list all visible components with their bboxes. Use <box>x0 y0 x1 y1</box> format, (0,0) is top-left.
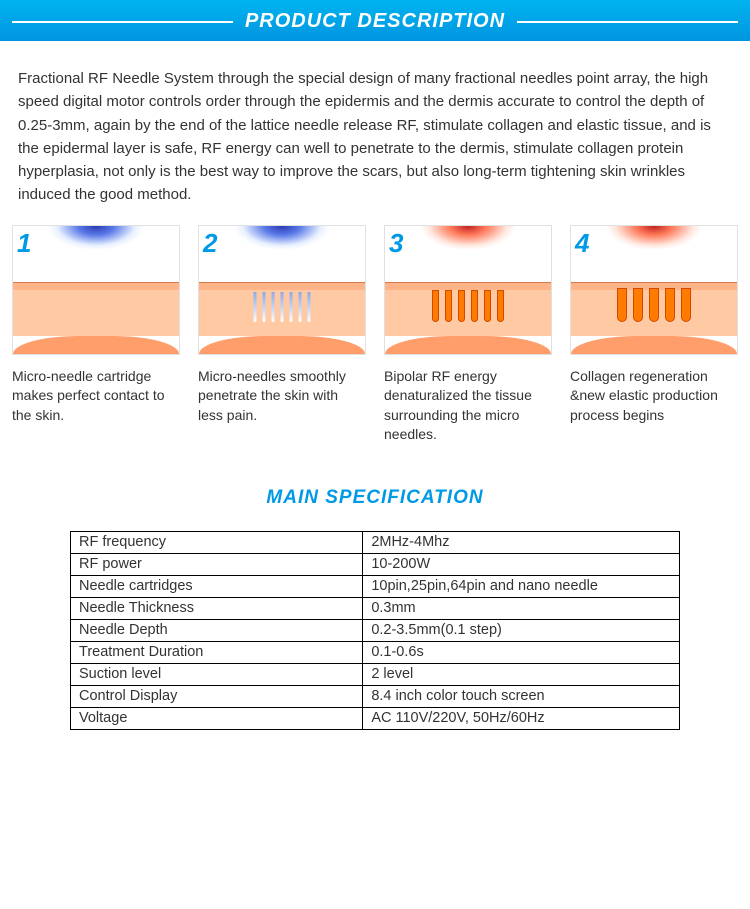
spec-value: 8.4 inch color touch screen <box>363 685 680 707</box>
spec-value: 0.3mm <box>363 597 680 619</box>
spec-table-body: RF frequency2MHz-4Mhz RF power10-200W Ne… <box>71 531 680 729</box>
table-row: Suction level2 level <box>71 663 680 685</box>
spec-label: Treatment Duration <box>71 641 363 663</box>
step-2: 2 Micro-needles smoothly penetrate the s… <box>198 225 366 445</box>
spec-label: RF frequency <box>71 531 363 553</box>
specification-table: RF frequency2MHz-4Mhz RF power10-200W Ne… <box>70 531 680 730</box>
step-1-number: 1 <box>17 228 31 259</box>
blue-needles <box>254 292 311 322</box>
step-1-caption: Micro-needle cartridge makes perfect con… <box>12 355 180 426</box>
spec-value: 0.1-0.6s <box>363 641 680 663</box>
step-1-figure: 1 <box>12 225 180 355</box>
table-row: Treatment Duration0.1-0.6s <box>71 641 680 663</box>
spec-value: 10-200W <box>363 553 680 575</box>
device-icon <box>36 226 156 284</box>
orange-needles-thick <box>617 288 691 322</box>
step-3-figure: 3 <box>384 225 552 355</box>
step-2-caption: Micro-needles smoothly penetrate the ski… <box>198 355 366 426</box>
table-row: Control Display8.4 inch color touch scre… <box>71 685 680 707</box>
header-line-right <box>517 21 738 23</box>
spec-label: Voltage <box>71 707 363 729</box>
step-4-caption: Collagen regeneration &new elastic produ… <box>570 355 738 426</box>
device-icon <box>222 226 342 284</box>
step-2-number: 2 <box>203 228 217 259</box>
device-icon-heated <box>408 226 528 284</box>
step-3-number: 3 <box>389 228 403 259</box>
spec-value: AC 110V/220V, 50Hz/60Hz <box>363 707 680 729</box>
spec-label: Suction level <box>71 663 363 685</box>
header-line-left <box>12 21 233 23</box>
spec-label: Control Display <box>71 685 363 707</box>
table-row: RF power10-200W <box>71 553 680 575</box>
table-row: Needle Thickness0.3mm <box>71 597 680 619</box>
step-3: 3 Bipolar RF energy denaturalized the ti… <box>384 225 552 445</box>
product-description-header: PRODUCT DESCRIPTION <box>0 0 750 43</box>
table-row: VoltageAC 110V/220V, 50Hz/60Hz <box>71 707 680 729</box>
orange-needles <box>432 290 504 322</box>
device-icon-heated <box>594 226 714 284</box>
product-description-text: Fractional RF Needle System through the … <box>0 43 750 225</box>
spec-label: Needle cartridges <box>71 575 363 597</box>
spec-label: RF power <box>71 553 363 575</box>
spec-value: 2 level <box>363 663 680 685</box>
process-steps: 1 Micro-needle cartridge makes perfect c… <box>0 225 750 445</box>
spec-value: 0.2-3.5mm(0.1 step) <box>363 619 680 641</box>
main-specification-heading: MAIN SPECIFICATION <box>0 487 750 509</box>
spec-value: 10pin,25pin,64pin and nano needle <box>363 575 680 597</box>
step-4: 4 Collagen regeneration &new elastic pro… <box>570 225 738 445</box>
step-2-figure: 2 <box>198 225 366 355</box>
step-4-number: 4 <box>575 228 589 259</box>
step-4-figure: 4 <box>570 225 738 355</box>
table-row: RF frequency2MHz-4Mhz <box>71 531 680 553</box>
spec-label: Needle Thickness <box>71 597 363 619</box>
table-row: Needle cartridges10pin,25pin,64pin and n… <box>71 575 680 597</box>
step-1: 1 Micro-needle cartridge makes perfect c… <box>12 225 180 445</box>
header-title: PRODUCT DESCRIPTION <box>245 10 505 33</box>
spec-value: 2MHz-4Mhz <box>363 531 680 553</box>
step-3-caption: Bipolar RF energy denaturalized the tiss… <box>384 355 552 445</box>
skin-layers <box>13 282 179 354</box>
spec-label: Needle Depth <box>71 619 363 641</box>
table-row: Needle Depth0.2-3.5mm(0.1 step) <box>71 619 680 641</box>
